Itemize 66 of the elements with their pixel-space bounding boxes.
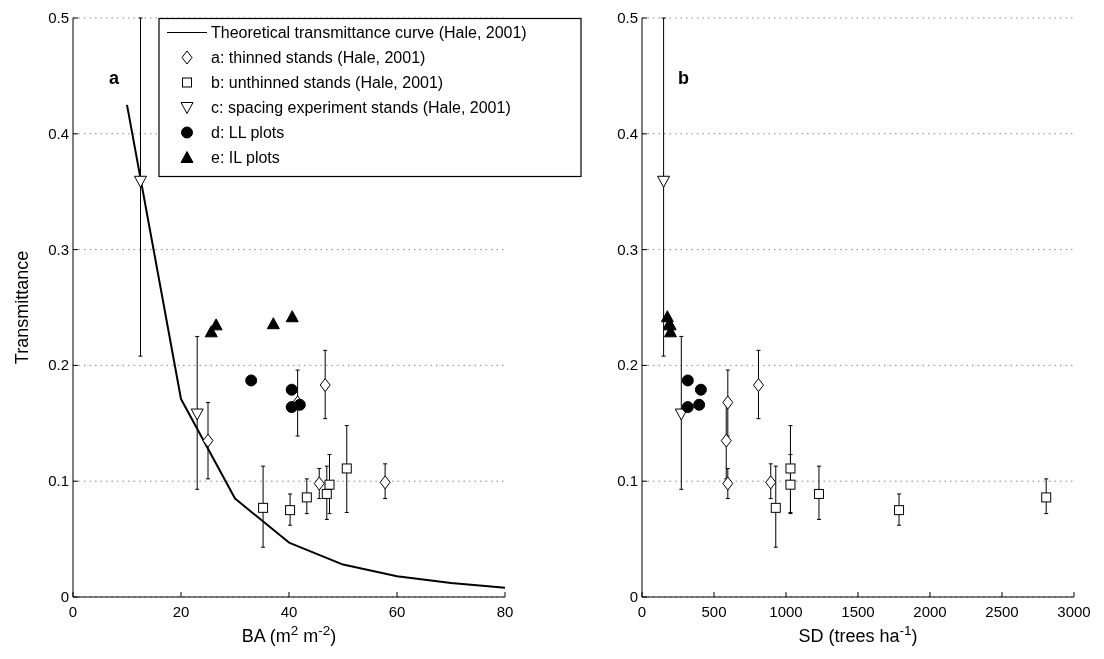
- point: [202, 433, 214, 448]
- legend-label: Theoretical transmittance curve (Hale, 2001): [211, 24, 527, 41]
- point: [313, 476, 325, 491]
- point: [321, 488, 332, 499]
- y-tick-label: 0.4: [617, 124, 638, 142]
- y-tick-label: 0.5: [48, 9, 69, 26]
- point: [134, 175, 147, 188]
- y-tick-label: 0: [629, 588, 638, 605]
- legend-label: b: unthinned stands (Hale, 2001): [211, 74, 444, 91]
- x-tick-label: 1000: [769, 603, 803, 620]
- legend-label: e: IL plots: [211, 149, 280, 166]
- point: [341, 463, 352, 474]
- y-tick-label: 0.3: [48, 240, 69, 258]
- point: [681, 374, 694, 387]
- point: [285, 505, 296, 516]
- y-tick-label: 0.2: [617, 356, 638, 374]
- x-tick-label: 500: [701, 603, 727, 620]
- legend-label: d: LL plots: [211, 124, 285, 141]
- x-axis-title: SD (trees ha$^{-1}$): [798, 622, 918, 646]
- point: [894, 505, 905, 516]
- x-tick-label: 60: [388, 603, 406, 620]
- point: [258, 502, 269, 513]
- x-axis-title: BA (m$^{2}$ m$^{-2}$): [241, 622, 337, 646]
- y-tick-label: 0.3: [617, 240, 638, 258]
- x-tick-label: 20: [172, 603, 190, 620]
- point: [694, 383, 707, 396]
- point: [722, 476, 734, 491]
- point: [324, 479, 335, 490]
- point: [765, 475, 777, 490]
- y-tick-label: 0.5: [617, 9, 638, 26]
- point: [693, 398, 706, 411]
- y-tick-label: 0.2: [48, 356, 69, 374]
- legend-label: c: spacing experiment stands (Hale, 2001): [211, 99, 511, 116]
- y-tick-label: 0.1: [617, 472, 638, 490]
- point: [681, 401, 694, 414]
- y-tick-label: 0.1: [48, 472, 69, 490]
- point: [753, 378, 764, 393]
- point: [266, 317, 280, 330]
- point: [285, 383, 298, 396]
- point: [245, 374, 258, 387]
- point: [209, 318, 223, 331]
- point: [770, 502, 781, 513]
- x-tick-label: 3000: [1057, 603, 1091, 620]
- x-tick-label: 1500: [841, 603, 875, 620]
- point: [190, 408, 204, 421]
- point: [813, 488, 824, 499]
- x-tick-label: 40: [280, 603, 298, 620]
- y-tick-label: 0.4: [48, 124, 69, 142]
- point: [1041, 492, 1052, 503]
- point: [301, 492, 312, 503]
- legend-label: a: thinned stands (Hale, 2001): [211, 49, 426, 66]
- annotation: b: [678, 68, 689, 88]
- x-tick-label: 2000: [913, 603, 947, 620]
- point: [722, 395, 734, 410]
- point: [785, 479, 796, 490]
- point: [379, 475, 391, 490]
- y-tick-label: 0: [60, 588, 69, 605]
- x-tick-label: 2500: [985, 603, 1019, 620]
- point: [657, 175, 671, 188]
- annotation: a: [109, 68, 120, 88]
- point: [785, 463, 796, 474]
- x-tick-label: 80: [496, 603, 514, 620]
- point: [720, 433, 732, 448]
- point: [319, 378, 331, 393]
- point: [285, 310, 299, 323]
- y-axis-title: Transmittance: [12, 250, 32, 365]
